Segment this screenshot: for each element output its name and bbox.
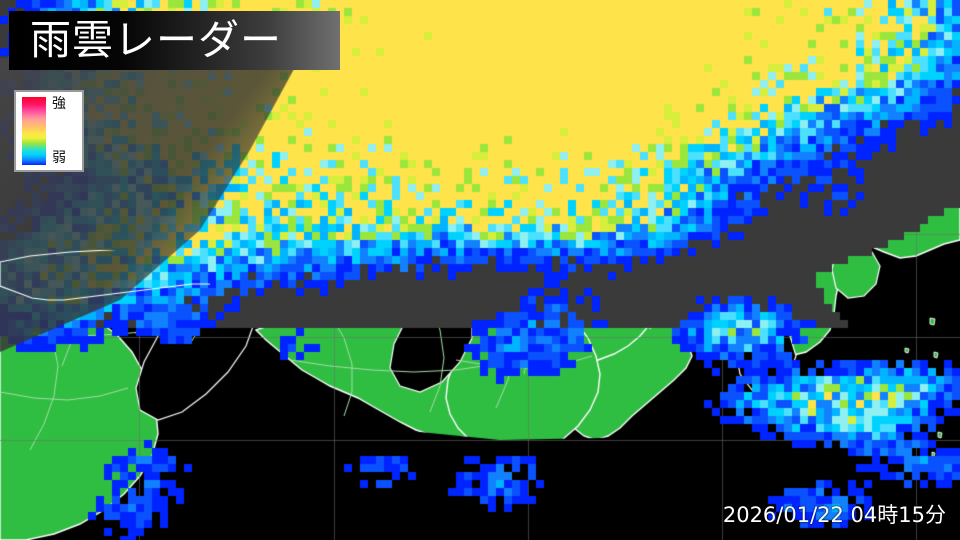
legend-weak-label: 弱 [52, 150, 66, 166]
title-banner: 雨雲レーダー [9, 11, 340, 70]
legend-strong-label: 強 [52, 96, 66, 112]
legend-gradient-bar [22, 97, 46, 165]
legend-labels: 強 弱 [46, 97, 78, 165]
intensity-legend: 強 弱 [14, 90, 84, 172]
page-title: 雨雲レーダー [30, 16, 282, 64]
observation-timestamp: 2026/01/22 04時15分 [722, 503, 946, 527]
